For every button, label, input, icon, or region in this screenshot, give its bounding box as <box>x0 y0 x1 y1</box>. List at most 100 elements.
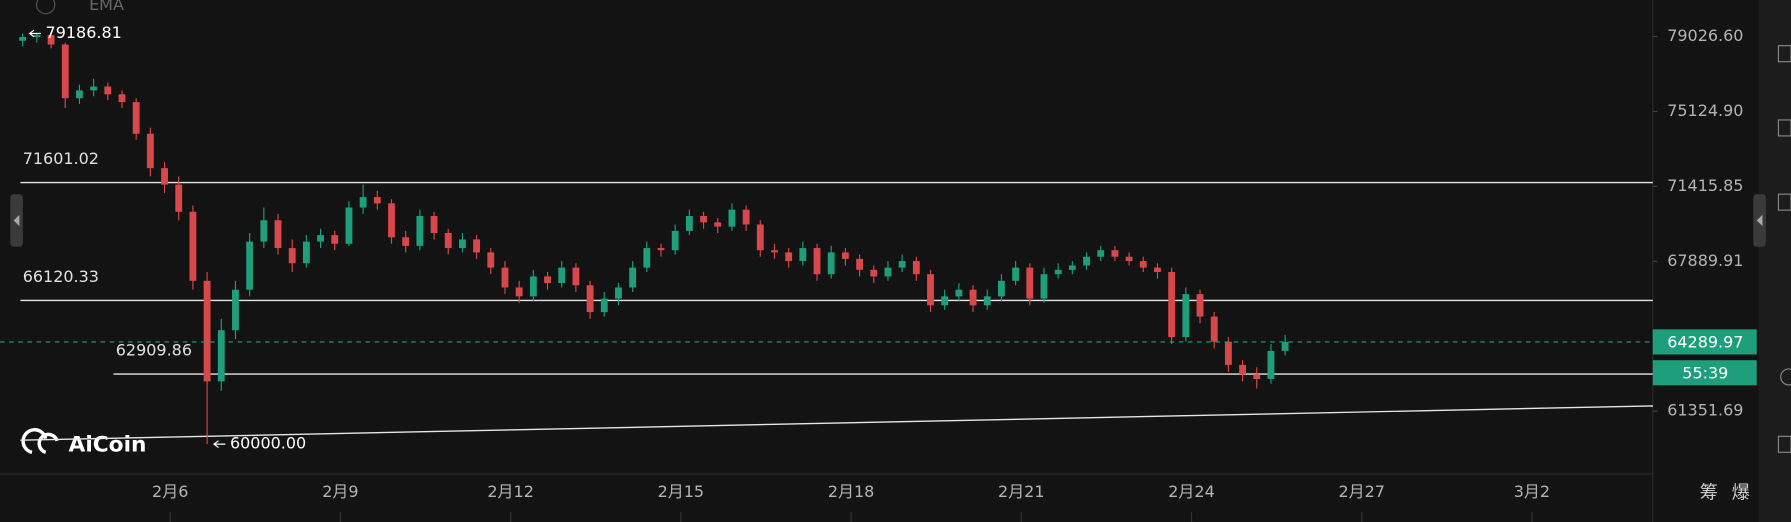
candle-body <box>203 280 211 382</box>
level-label: 66120.33 <box>23 267 99 286</box>
candle-body <box>1154 267 1161 273</box>
toolbar-icon[interactable] <box>1780 368 1791 386</box>
x-tick-label: 2月12 <box>487 482 533 501</box>
indicator-icon <box>35 0 56 15</box>
candle-body <box>1182 294 1190 338</box>
right-toolbar <box>1759 0 1791 522</box>
level-label: 71601.02 <box>23 149 99 168</box>
countdown-label: 55:39 <box>1682 363 1728 382</box>
candle-body <box>33 35 41 38</box>
candle-body <box>898 261 906 268</box>
candle-body <box>657 248 665 251</box>
candle-body <box>941 296 949 306</box>
candle-body <box>444 233 452 249</box>
collapse-arrow <box>13 214 20 227</box>
x-tick-label: 2月18 <box>828 482 875 501</box>
candle-body <box>544 276 551 284</box>
candle-body <box>388 203 395 238</box>
high-marker-label: 79186.81 <box>46 23 122 42</box>
candle-body <box>175 184 183 212</box>
candle-body <box>189 211 197 281</box>
x-tick-label: 2月9 <box>322 482 358 501</box>
x-tick-label: 2月27 <box>1338 482 1384 501</box>
candle-body <box>1196 294 1204 317</box>
countdown-tag <box>1652 360 1757 386</box>
candle-body <box>161 168 168 185</box>
button[interactable]: 筹 <box>1700 482 1718 503</box>
toolbar-icon[interactable] <box>1777 45 1791 63</box>
candle-body <box>912 261 920 275</box>
candle-body <box>373 197 381 204</box>
candle-body <box>1139 261 1147 268</box>
candle-body <box>643 248 651 268</box>
trend-line <box>20 405 1653 441</box>
collapse-arrow <box>1756 214 1763 227</box>
candle-body <box>19 37 27 41</box>
candle-body <box>742 209 750 225</box>
logo-icon <box>21 428 59 454</box>
candle-body <box>1097 250 1105 257</box>
candle-body <box>1281 341 1289 351</box>
candle-body <box>785 252 793 262</box>
candle-body <box>572 267 580 286</box>
x-tick-label: 2月24 <box>1168 482 1215 501</box>
candle-body <box>217 330 225 382</box>
candle-body <box>1210 316 1218 342</box>
candle-body <box>1012 267 1020 281</box>
candle-body <box>586 285 594 313</box>
candle-body <box>61 44 69 99</box>
candle-body <box>402 237 410 246</box>
candle-body <box>756 224 764 251</box>
toolbar-icon[interactable] <box>1777 193 1791 211</box>
candle-body <box>132 102 140 134</box>
candle-body <box>430 215 438 234</box>
candle-body <box>487 252 495 268</box>
candle-body <box>302 241 310 264</box>
candle-body <box>728 209 736 227</box>
candle-body <box>771 250 778 253</box>
candle-body <box>246 241 254 290</box>
candle-body <box>1267 350 1275 379</box>
candle-body <box>629 267 637 288</box>
candle-body <box>600 298 608 313</box>
candle-body <box>700 215 707 223</box>
toolbar-icon[interactable] <box>1777 119 1791 137</box>
candle-body <box>1111 250 1119 257</box>
candle-body <box>927 274 934 306</box>
candle-body <box>458 239 466 249</box>
candle-body <box>558 267 566 284</box>
candle-body <box>1253 374 1261 379</box>
candle-body <box>1168 272 1176 338</box>
candle-body <box>998 280 1005 297</box>
candle-body <box>515 287 523 297</box>
watermark: AiCoin <box>69 432 147 457</box>
x-tick-label: 2月6 <box>152 482 188 501</box>
last-price-tag <box>1652 329 1757 355</box>
last-price-label: 64289.97 <box>1667 333 1743 352</box>
candle-body <box>955 289 963 297</box>
candle-body <box>473 239 481 253</box>
candle-body <box>260 220 268 242</box>
low-marker-arrow <box>212 440 226 449</box>
candle-body <box>359 197 367 208</box>
button[interactable]: 爆 <box>1732 482 1750 503</box>
candle-body <box>856 258 864 270</box>
candle-body <box>345 207 353 244</box>
candle-body <box>274 220 282 249</box>
candle-body <box>969 289 977 306</box>
candle-body <box>416 215 424 246</box>
candle-body <box>104 86 112 95</box>
candle-body <box>870 269 878 277</box>
y-tick-label: 67889.91 <box>1667 251 1743 270</box>
candle-body <box>90 86 98 91</box>
level-label: 62909.86 <box>116 341 192 360</box>
toolbar-icon[interactable] <box>1777 435 1791 453</box>
candle-body <box>813 248 821 275</box>
candle-body <box>615 287 622 299</box>
candle-body <box>288 248 296 264</box>
candle-body <box>827 252 835 275</box>
indicator-label[interactable]: EMA <box>89 0 124 14</box>
candle-body <box>1068 265 1076 270</box>
candle-body <box>317 235 324 242</box>
candle-body <box>1224 341 1232 365</box>
